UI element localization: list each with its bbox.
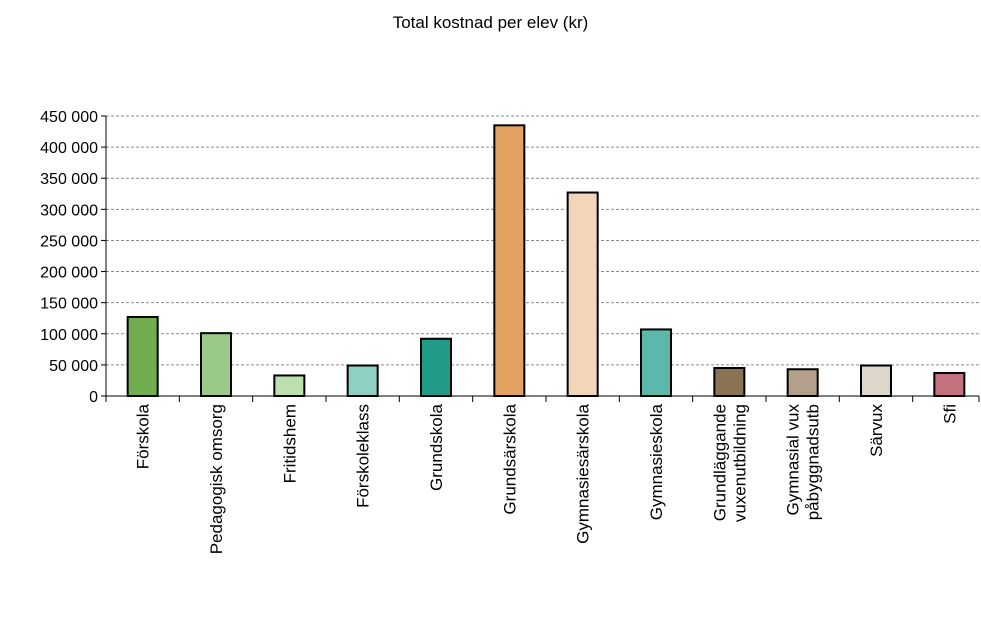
bar (859, 364, 892, 397)
y-tick-label: 400 000 (40, 140, 98, 157)
x-category-label: påbyggnadsutb (804, 404, 823, 520)
x-category-label: Förskoleklass (354, 404, 373, 508)
y-tick-label: 150 000 (40, 296, 98, 313)
x-category-label: Grundsärskola (500, 403, 519, 514)
x-category-label: Förskola (134, 403, 153, 469)
y-tick-label: 100 000 (40, 327, 98, 344)
x-category-label: Särvux (867, 404, 886, 457)
bar (346, 364, 379, 397)
bar (933, 371, 966, 398)
x-category-label: Gymnasieskola (647, 403, 666, 520)
x-category-label: Gymnasial vux (784, 404, 803, 516)
x-category-label: Fritidshem (280, 404, 299, 483)
x-category-label: Pedagogisk omsorg (207, 404, 226, 554)
y-tick-label: 300 000 (40, 202, 98, 219)
bar (493, 124, 526, 397)
x-category-label: Gymnasiesärskola (574, 403, 593, 543)
x-category-label: Grundläggande (710, 404, 729, 521)
y-tick-label: 200 000 (40, 265, 98, 282)
bar (273, 374, 306, 398)
bar (566, 191, 599, 397)
bar (126, 315, 159, 398)
y-tick-label: 50 000 (49, 358, 98, 375)
x-category-label: Grundskola (427, 403, 446, 490)
y-tick-label: 250 000 (40, 233, 98, 250)
y-tick-label: 0 (89, 389, 98, 406)
x-category-label: vuxenutbildning (730, 404, 749, 522)
x-category-label: Sfi (940, 404, 959, 424)
bar (419, 337, 452, 397)
bar (713, 367, 746, 397)
bar (786, 368, 819, 398)
bar (639, 328, 672, 397)
chart-title: Total kostnad per elev (kr) (392, 13, 589, 32)
y-tick-label: 350 000 (40, 171, 98, 188)
y-tick-label: 450 000 (40, 109, 98, 126)
bar (199, 332, 232, 397)
